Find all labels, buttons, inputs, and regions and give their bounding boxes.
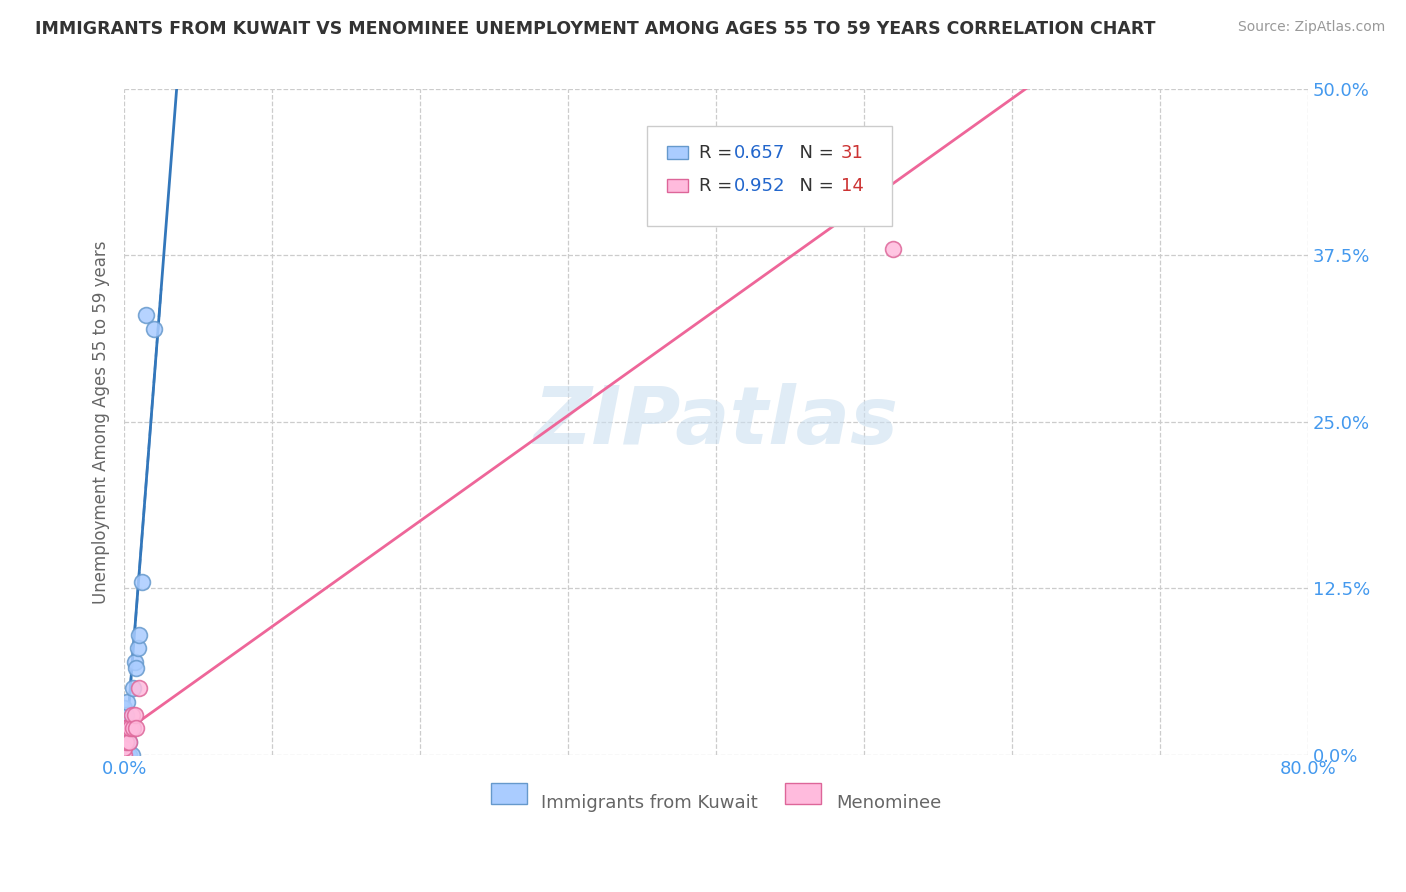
Text: N =: N = [787,144,839,161]
Point [112,728,135,742]
Legend: Immigrants from Kuwait, Menominee: Immigrants from Kuwait, Menominee [491,791,941,813]
Point [112,701,135,715]
Point [114,721,136,735]
Point [121,747,143,762]
Point [112,747,135,762]
Point [122,721,145,735]
Text: IMMIGRANTS FROM KUWAIT VS MENOMINEE UNEMPLOYMENT AMONG AGES 55 TO 59 YEARS CORRE: IMMIGRANTS FROM KUWAIT VS MENOMINEE UNEM… [35,20,1156,37]
Point [127,641,149,656]
Text: 0.657: 0.657 [734,144,786,161]
Point [124,708,146,723]
Point [115,747,138,762]
Point [112,721,135,735]
Point [112,741,135,756]
Point [112,721,135,735]
Point [114,741,136,756]
Point [128,628,150,642]
Text: ZIPatlas: ZIPatlas [533,383,898,461]
Point [882,242,904,256]
Point [114,728,136,742]
Point [135,309,157,323]
Text: 14: 14 [841,177,863,194]
Point [124,655,146,669]
Text: N =: N = [787,177,839,194]
Point [779,175,801,189]
Point [121,708,143,723]
Point [115,734,138,748]
Point [112,747,135,762]
Point [114,708,136,723]
Point [118,734,141,748]
Point [115,721,138,735]
Point [120,721,142,735]
Point [122,681,145,696]
Text: 0.952: 0.952 [734,177,786,194]
Point [125,661,148,675]
Point [112,734,135,748]
Point [118,734,141,748]
Point [131,574,153,589]
Text: R =: R = [699,177,738,194]
Point [112,741,135,756]
Point [115,695,138,709]
Point [115,721,138,735]
Point [114,734,136,748]
Point [114,734,136,748]
Point [142,321,165,335]
Text: Source: ZipAtlas.com: Source: ZipAtlas.com [1237,20,1385,34]
Point [114,747,136,762]
Point [121,721,143,735]
Point [112,714,135,729]
Text: 31: 31 [841,144,863,161]
Text: R =: R = [699,144,738,161]
Point [125,721,148,735]
Point [128,681,150,696]
Point [118,747,141,762]
Point [120,721,142,735]
Y-axis label: Unemployment Among Ages 55 to 59 years: Unemployment Among Ages 55 to 59 years [93,240,110,604]
Point [112,708,135,723]
